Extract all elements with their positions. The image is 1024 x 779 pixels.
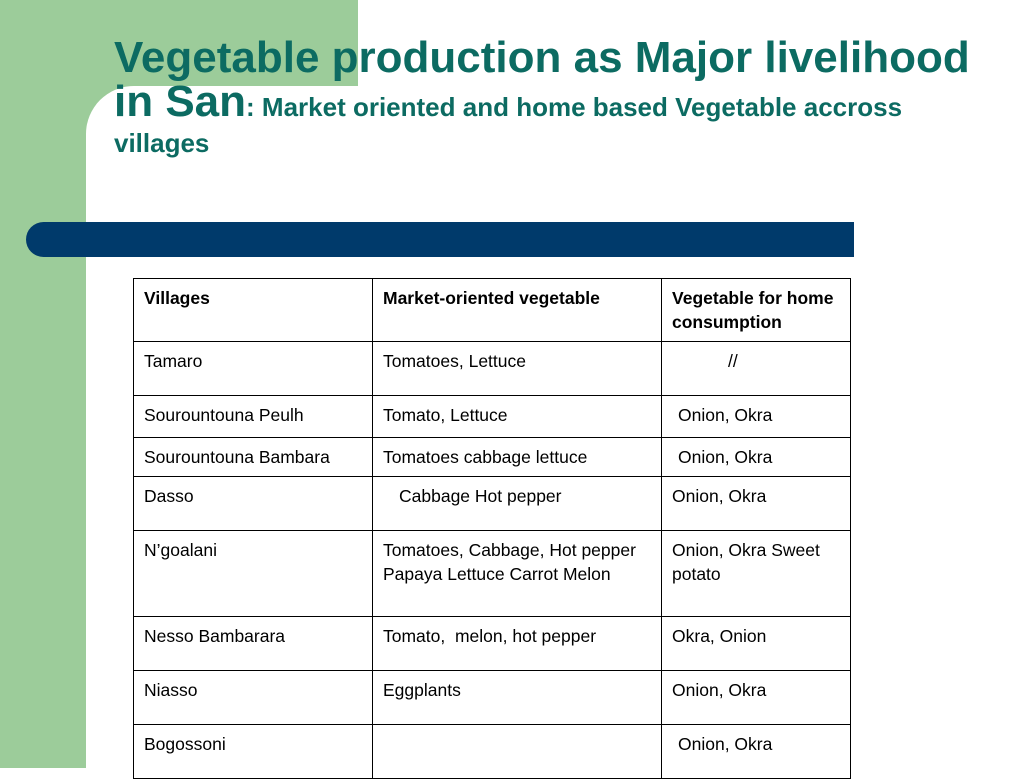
header-villages: Villages: [133, 278, 373, 342]
title-line1: Vegetable production as Major livelihood: [114, 33, 970, 82]
header-home: Vegetable for home consumption: [661, 278, 851, 342]
vegetable-table: Villages Market-oriented vegetable Veget…: [133, 278, 851, 779]
title-line3: villages: [114, 128, 210, 158]
cell-village: Niasso: [133, 670, 373, 725]
cell-home: //: [661, 341, 851, 396]
cell-village: Dasso: [133, 476, 373, 531]
title-line2-small: : Market oriented and home based Vegetab…: [246, 92, 903, 122]
table-row: Bogossoni Onion, Okra: [133, 724, 851, 779]
cell-market: Tomato, melon, hot pepper: [372, 616, 662, 671]
cell-market: Eggplants: [372, 670, 662, 725]
cell-village: Nesso Bambarara: [133, 616, 373, 671]
table-header-row: Villages Market-oriented vegetable Veget…: [133, 278, 851, 342]
cell-market: Tomato, Lettuce: [372, 395, 662, 438]
cell-home: Onion, Okra: [661, 670, 851, 725]
white-top-area: [358, 0, 1024, 90]
cell-home: Onion, Okra: [661, 724, 851, 779]
table-row: Tamaro Tomatoes, Lettuce //: [133, 341, 851, 396]
blue-divider-bar: [26, 222, 854, 257]
cell-home: Okra, Onion: [661, 616, 851, 671]
cell-village: Sourountouna Bambara: [133, 437, 373, 477]
header-market: Market-oriented vegetable: [372, 278, 662, 342]
cell-market: Tomatoes, Cabbage, Hot pepper Papaya Let…: [372, 530, 662, 617]
cell-home: Onion, Okra: [661, 437, 851, 477]
table-row: Dasso Cabbage Hot pepper Onion, Okra: [133, 476, 851, 531]
table-row: Nesso Bambarara Tomato, melon, hot peppe…: [133, 616, 851, 671]
cell-home: Onion, Okra: [661, 395, 851, 438]
cell-village: Tamaro: [133, 341, 373, 396]
cell-market: Tomatoes cabbage lettuce: [372, 437, 662, 477]
cell-market: Cabbage Hot pepper: [372, 476, 662, 531]
cell-village: Sourountouna Peulh: [133, 395, 373, 438]
table-row: Sourountouna Bambara Tomatoes cabbage le…: [133, 437, 851, 477]
table-row: Niasso Eggplants Onion, Okra: [133, 670, 851, 725]
cell-market: Tomatoes, Lettuce: [372, 341, 662, 396]
slide-title: Vegetable production as Major livelihood…: [114, 33, 1014, 158]
table-row: Sourountouna Peulh Tomato, Lettuce Onion…: [133, 395, 851, 438]
cell-village: Bogossoni: [133, 724, 373, 779]
title-line2-big: in San: [114, 77, 247, 126]
cell-home: Onion, Okra Sweet potato: [661, 530, 851, 617]
table-row: N’goalani Tomatoes, Cabbage, Hot pepper …: [133, 530, 851, 617]
cell-village: N’goalani: [133, 530, 373, 617]
cell-market: [372, 724, 662, 779]
cell-home: Onion, Okra: [661, 476, 851, 531]
